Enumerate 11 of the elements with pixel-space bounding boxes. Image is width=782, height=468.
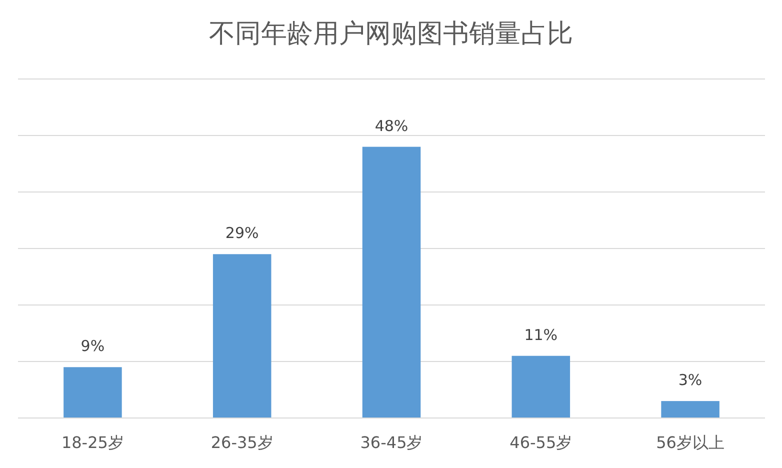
x-tick-label: 18-25岁 — [61, 433, 124, 452]
data-label: 29% — [225, 224, 259, 242]
x-tick-label: 46-55岁 — [510, 433, 572, 452]
data-label: 48% — [374, 116, 408, 135]
data-label: 3% — [678, 371, 702, 390]
x-tick-label: 36-45岁 — [360, 433, 423, 452]
data-label: 11% — [524, 326, 558, 344]
x-tick-label: 56岁以上 — [656, 433, 724, 452]
chart-title: 不同年龄用户网购图书销量占比 — [209, 19, 573, 49]
x-tick-label: 26-35岁 — [210, 433, 274, 452]
data-label: 9% — [80, 337, 105, 356]
